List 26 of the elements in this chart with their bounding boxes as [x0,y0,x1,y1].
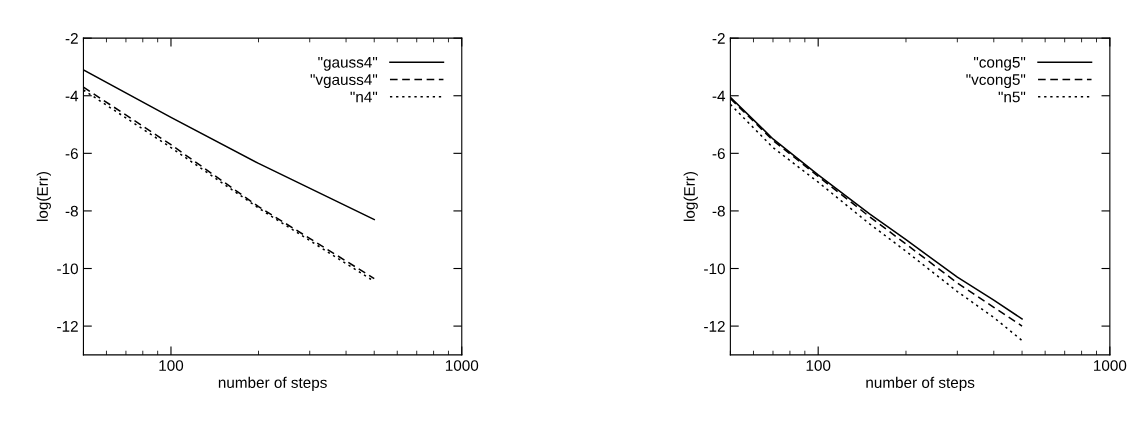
x-axis-title: number of steps [218,376,327,392]
y-tick-label: -4 [65,90,79,102]
legend-label: "vcong5" [966,74,1026,89]
x-axis-title: number of steps [866,376,975,392]
y-tick-label: -2 [712,33,725,44]
legend-label: "gauss4" [318,57,378,71]
legend-label: "cong5" [974,57,1026,71]
x-tick-label: 1000 [1094,360,1127,371]
y-tick-label: -8 [65,205,78,217]
legend-label: "n4" [350,91,378,103]
x-tick-label: 1000 [445,360,479,371]
y-tick-label: -10 [704,263,725,275]
y-tick-label: -2 [65,33,78,44]
y-tick-label: -8 [712,205,725,217]
legend-label: "vgauss4" [310,74,378,89]
x-tick-label: 100 [159,360,184,371]
x-tick-label: 100 [806,360,831,371]
y-tick-label: -6 [65,148,78,160]
y-tick-label: -12 [57,320,78,332]
y-tick-label: -10 [57,263,78,275]
y-axis-title: log(Err) [36,172,51,221]
y-tick-label: -4 [712,90,726,102]
legend-label: "n5" [998,91,1026,103]
y-tick-label: -6 [712,148,725,160]
y-axis-title: log(Err) [683,172,698,221]
y-tick-label: -12 [704,320,725,332]
